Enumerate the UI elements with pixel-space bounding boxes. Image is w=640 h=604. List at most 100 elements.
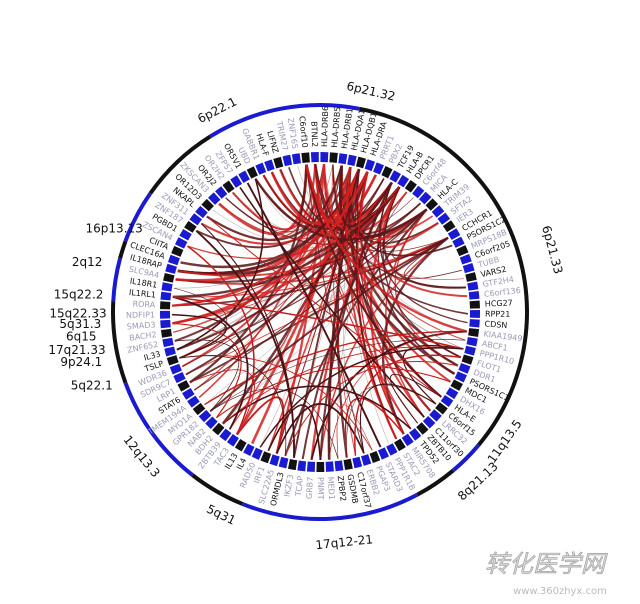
gene-block — [412, 185, 425, 199]
link — [222, 346, 464, 425]
gene-label: C6orf136 — [484, 286, 522, 299]
gene-block — [468, 290, 480, 300]
gene-label: BTNL2 — [309, 121, 319, 147]
gene-block — [325, 461, 334, 472]
gene-block — [404, 180, 417, 193]
gene-block — [215, 186, 228, 199]
link — [179, 355, 287, 456]
link — [313, 163, 456, 375]
link — [284, 361, 458, 457]
gene-block — [310, 152, 319, 163]
gene-block — [177, 380, 190, 392]
gene-block — [198, 409, 212, 423]
gene-block — [287, 458, 298, 471]
gene-block — [182, 388, 195, 400]
gene-block — [205, 416, 218, 429]
gene-label: HLA-DRB5 — [330, 106, 343, 148]
gene-label: IL1RL1 — [129, 288, 157, 300]
gene-label: MED1 — [326, 476, 336, 500]
gene-block — [226, 434, 239, 447]
gene-block — [419, 191, 432, 205]
gene-block — [171, 245, 184, 257]
link — [360, 171, 431, 412]
link — [187, 186, 400, 260]
gene-block — [347, 154, 357, 167]
gene-label: NDFIP1 — [126, 310, 155, 320]
gene-block — [160, 310, 171, 319]
gene-block — [278, 456, 289, 469]
gene-label: IKZF3 — [283, 474, 296, 498]
gene-block — [320, 152, 329, 163]
link — [328, 331, 467, 460]
gene-block — [173, 372, 186, 384]
gene-block — [468, 328, 480, 337]
gene-block — [469, 310, 480, 318]
gene-block — [452, 236, 465, 248]
gene-block — [467, 281, 479, 291]
region-label: 9p24.1 — [60, 355, 102, 369]
link — [189, 164, 308, 384]
ring-segment — [123, 192, 153, 242]
region-label: 16p13.13 — [86, 221, 143, 235]
gene-block — [255, 162, 267, 175]
gene-block — [306, 461, 316, 472]
gene-block — [456, 245, 469, 257]
gene-block — [447, 228, 461, 240]
gene-block — [260, 451, 272, 464]
link — [172, 171, 369, 325]
gene-block — [163, 272, 175, 283]
gene-block — [369, 450, 381, 464]
link — [210, 339, 466, 412]
link — [305, 164, 365, 454]
region-label: 5q22.1 — [71, 379, 113, 393]
link — [187, 245, 255, 435]
gene-block — [208, 192, 221, 205]
gene-label: SMAD3 — [127, 320, 156, 331]
gene-block — [301, 152, 310, 164]
link — [331, 164, 356, 456]
link — [336, 166, 352, 458]
link — [206, 165, 343, 242]
gene-block — [397, 174, 410, 188]
link — [175, 236, 449, 285]
gene-block — [187, 395, 200, 408]
link — [177, 208, 428, 277]
link — [254, 178, 428, 241]
gene-block — [355, 156, 366, 169]
gene-label: ZPBP2 — [336, 475, 348, 502]
region-label: 17q12-21 — [315, 532, 374, 552]
link — [246, 182, 382, 448]
gene-block — [352, 456, 363, 469]
gene-block — [461, 354, 474, 365]
gene-block — [166, 355, 179, 366]
gene-label: C6orf10 — [297, 116, 309, 149]
gene-block — [440, 394, 454, 407]
region-label: 15q22.33 — [49, 307, 106, 321]
gene-block — [462, 262, 475, 274]
gene-block — [167, 254, 180, 266]
gene-labels: C6orf10 BTNL2 HLA-DRB6 HLA-DRB5HLA-DRB1HLA-… — [126, 106, 523, 509]
gene-block — [409, 428, 422, 441]
gene-label: RORA — [132, 300, 155, 310]
link — [392, 209, 449, 259]
gene-block — [201, 198, 214, 212]
gene-block — [381, 166, 393, 179]
ring-segment — [123, 382, 194, 477]
ring-segment — [209, 102, 360, 139]
gene-block — [429, 409, 442, 422]
link — [332, 164, 466, 341]
gene-block — [459, 253, 472, 265]
gene-label: TCAP — [294, 475, 305, 497]
link — [305, 164, 468, 333]
gene-block — [329, 152, 338, 163]
gene-block — [165, 263, 177, 274]
gene-label: PNMT — [316, 477, 325, 500]
gene-block — [466, 336, 478, 347]
gene-label: IL33 — [143, 350, 162, 363]
watermark-title: 转化医学网 — [485, 550, 608, 578]
gene-block — [334, 460, 344, 472]
link — [189, 369, 255, 435]
link — [259, 347, 464, 448]
link — [338, 165, 393, 228]
gene-block — [316, 461, 325, 472]
